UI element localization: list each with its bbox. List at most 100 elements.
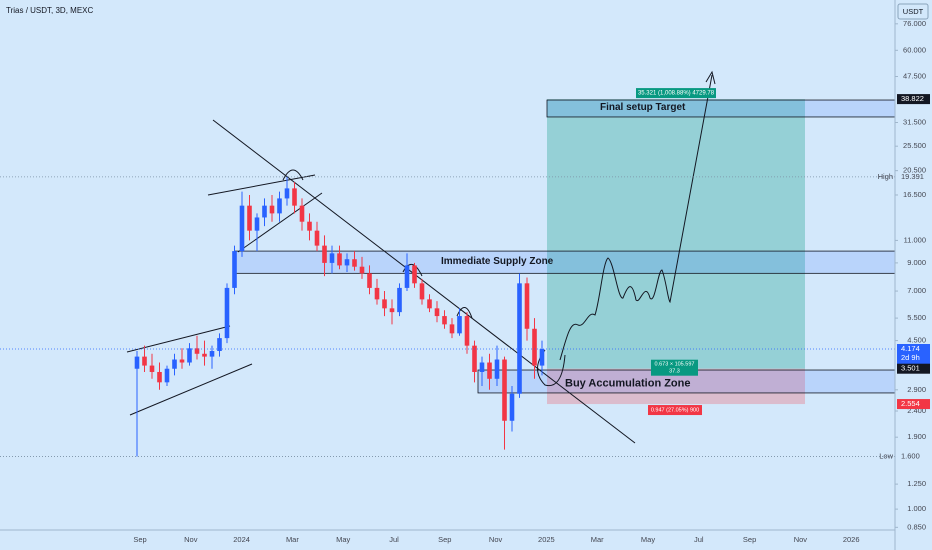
entry-label-box <box>651 359 698 376</box>
arc-arrow <box>402 264 423 277</box>
y-tick-label: 1.900 <box>907 432 926 441</box>
candle-body <box>539 349 545 366</box>
marker-label: 3.501 <box>901 364 920 373</box>
candle-body <box>299 205 305 222</box>
y-tick-label: 2.900 <box>907 385 926 394</box>
y-tick-label: 5.500 <box>907 313 926 322</box>
candle-body <box>532 328 537 366</box>
arc <box>537 349 566 387</box>
x-tick-label: Nov <box>184 535 198 544</box>
x-tick-label: May <box>336 535 350 544</box>
candle-body <box>239 205 245 252</box>
y-tick-label: 1.250 <box>907 479 926 488</box>
candle-body <box>374 287 380 300</box>
countdown: 2d 9h <box>901 353 920 362</box>
arrow-head <box>705 70 716 85</box>
candle-body <box>344 259 350 266</box>
x-tick-label: 2024 <box>233 535 250 544</box>
marker-box <box>897 94 930 105</box>
zone-label: Immediate Supply Zone <box>441 256 554 267</box>
y-tick-label: 60.000 <box>903 45 926 54</box>
y-tick-label: 25.500 <box>903 141 926 150</box>
marker-tag: Low <box>879 451 893 460</box>
y-tick-label: 2.400 <box>907 406 926 415</box>
stop-label-box <box>648 405 702 416</box>
x-tick-label: Nov <box>489 535 503 544</box>
candle-body <box>322 245 327 263</box>
y-tick-label: 11.000 <box>904 235 926 244</box>
marker-box <box>897 363 930 374</box>
stop-label: 0.947 (27.05%) 900 <box>651 407 699 413</box>
x-tick-label: Sep <box>743 535 756 544</box>
y-tick-label: 7.000 <box>907 286 926 295</box>
x-tick-label: Mar <box>286 535 299 544</box>
candle-body <box>389 308 395 313</box>
candle-body <box>397 287 402 313</box>
candle-body <box>517 283 522 394</box>
candle-body <box>307 221 312 231</box>
x-tick-label: May <box>641 535 655 544</box>
candle-body <box>479 362 485 372</box>
candle-body <box>164 368 170 383</box>
trendline <box>237 192 323 253</box>
candle-body <box>509 393 515 421</box>
entry-label: 0.673 × 105.597 <box>655 362 695 368</box>
marker-label: 38.822 <box>901 94 924 103</box>
chart-title: Trias / USDT, 3D, MEXC <box>6 6 93 15</box>
candle-body <box>187 348 192 363</box>
candle-body <box>419 283 425 300</box>
overlay-front: Final setup Target Immediate Supply Zone B… <box>0 88 895 457</box>
y-tick-label: 9.000 <box>907 258 926 267</box>
candle-body <box>292 188 297 206</box>
candle-body <box>434 308 440 317</box>
x-tick-label: Jul <box>694 535 704 544</box>
candle-body <box>404 265 410 288</box>
x-tick-label: Jul <box>389 535 399 544</box>
candle-body <box>254 217 260 231</box>
marker-tag: High <box>878 172 893 181</box>
marker-label: 1.600 <box>901 451 920 460</box>
candle-body <box>134 356 140 369</box>
marker-label: 4.174 <box>901 344 920 353</box>
candle-body <box>502 359 507 421</box>
candle-body <box>382 299 387 309</box>
candle-body <box>194 348 200 354</box>
target-label-box <box>636 88 716 99</box>
profit-zone <box>547 99 805 369</box>
x-tick-label: Sep <box>438 535 451 544</box>
candle-body <box>224 287 230 339</box>
candle-body <box>427 299 432 309</box>
x-tick-label: 2025 <box>538 535 555 544</box>
x-tick-label: Mar <box>591 535 604 544</box>
candle-body <box>329 253 335 263</box>
y-tick-label: 16.500 <box>903 190 926 199</box>
y-tick-label: 76.000 <box>903 19 926 28</box>
currency: USDT <box>903 7 924 16</box>
target-label: 35.321 (1,008.88%) 4729.78 <box>638 91 715 97</box>
drawings <box>126 70 716 444</box>
candle-body <box>209 351 215 357</box>
arc-arrow <box>282 169 304 181</box>
marker-box <box>897 344 930 365</box>
trendline <box>207 174 316 196</box>
candle-body <box>262 205 267 218</box>
candle-body <box>494 359 500 379</box>
candle-body <box>232 251 237 288</box>
trendline <box>212 119 636 444</box>
candle-body <box>449 324 455 334</box>
y-tick-label: 31.500 <box>903 117 926 126</box>
candle-body <box>269 205 275 214</box>
candle-body <box>457 316 462 334</box>
candle-body <box>247 205 252 231</box>
marker-label: 2.554 <box>901 399 920 408</box>
candle-body <box>157 371 162 383</box>
y-axis-panel <box>895 0 932 550</box>
currency-box[interactable] <box>897 3 929 20</box>
x-tick-label: Sep <box>133 535 146 544</box>
y-tick-label: 20.500 <box>903 166 926 175</box>
candle-body <box>284 188 290 199</box>
y-tick-label: 47.500 <box>903 71 926 80</box>
